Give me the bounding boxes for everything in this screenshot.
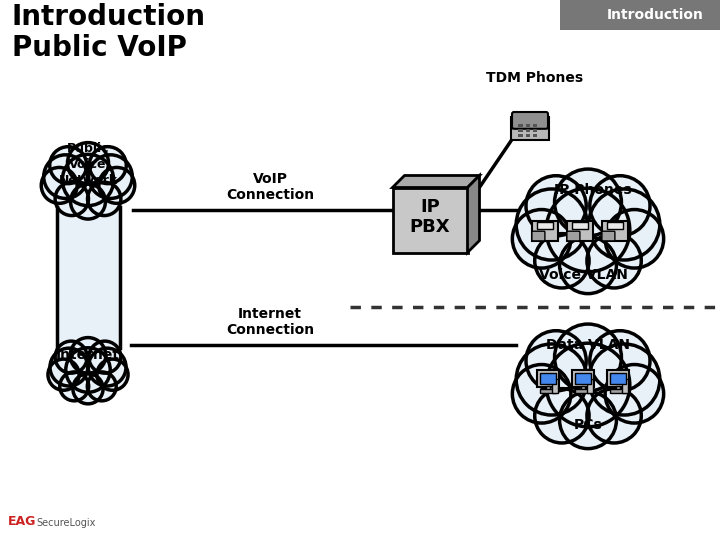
Bar — [582, 387, 585, 390]
Bar — [607, 370, 629, 387]
Circle shape — [89, 348, 126, 386]
Circle shape — [587, 389, 642, 443]
Text: Data VLAN: Data VLAN — [546, 338, 630, 352]
Circle shape — [605, 210, 664, 268]
Bar — [575, 373, 591, 384]
Circle shape — [559, 392, 616, 449]
Text: PCs: PCs — [574, 418, 603, 432]
Circle shape — [526, 330, 586, 391]
Circle shape — [68, 143, 109, 184]
Circle shape — [88, 182, 121, 215]
Bar — [392, 187, 467, 253]
Bar — [56, 202, 120, 348]
Text: TDM Phones: TDM Phones — [487, 71, 584, 85]
Text: EAG: EAG — [8, 515, 37, 528]
Text: SecureLogix: SecureLogix — [36, 518, 95, 528]
FancyBboxPatch shape — [567, 231, 580, 241]
Circle shape — [55, 341, 87, 373]
Text: Internet
Connection: Internet Connection — [226, 307, 314, 337]
Bar — [537, 222, 553, 229]
Circle shape — [559, 237, 616, 294]
Bar — [526, 129, 530, 132]
Circle shape — [516, 189, 588, 260]
Circle shape — [590, 330, 650, 391]
Text: VoIP
Connection: VoIP Connection — [226, 172, 314, 202]
Bar — [622, 380, 629, 394]
Bar — [526, 124, 530, 127]
Bar — [518, 129, 523, 132]
Polygon shape — [560, 0, 590, 30]
FancyBboxPatch shape — [532, 231, 545, 241]
Circle shape — [589, 344, 660, 415]
Circle shape — [535, 389, 589, 443]
Bar — [552, 380, 559, 394]
Bar — [546, 387, 549, 390]
Circle shape — [41, 167, 77, 204]
Circle shape — [73, 374, 103, 404]
Circle shape — [546, 188, 630, 272]
Circle shape — [587, 234, 642, 288]
Bar — [587, 380, 593, 394]
Bar — [510, 117, 549, 140]
Circle shape — [99, 167, 135, 204]
Circle shape — [554, 324, 621, 391]
Circle shape — [55, 182, 89, 215]
Text: Voice VLAN: Voice VLAN — [539, 268, 627, 282]
Polygon shape — [392, 176, 480, 187]
Bar — [607, 222, 623, 229]
Bar — [533, 124, 537, 127]
Text: Internet: Internet — [56, 348, 120, 362]
Text: Introduction
Public VoIP: Introduction Public VoIP — [12, 3, 206, 62]
Circle shape — [66, 348, 110, 392]
FancyBboxPatch shape — [512, 112, 548, 129]
Bar — [616, 387, 620, 390]
Text: IP Phones: IP Phones — [554, 183, 632, 197]
Circle shape — [97, 359, 128, 390]
Bar — [533, 129, 537, 132]
Bar — [575, 389, 591, 394]
Bar — [540, 389, 556, 394]
Circle shape — [89, 341, 121, 373]
Circle shape — [590, 176, 650, 236]
Circle shape — [605, 364, 664, 423]
Circle shape — [71, 338, 106, 373]
Text: Introduction: Introduction — [606, 8, 703, 22]
Circle shape — [50, 348, 88, 386]
Circle shape — [71, 184, 105, 219]
Text: IP
PBX: IP PBX — [410, 198, 450, 237]
Bar — [560, 0, 720, 30]
Circle shape — [89, 155, 132, 198]
Circle shape — [48, 359, 79, 390]
Bar — [610, 373, 626, 384]
Circle shape — [516, 344, 588, 415]
Circle shape — [44, 155, 87, 198]
FancyBboxPatch shape — [602, 231, 615, 241]
Circle shape — [535, 234, 589, 288]
Bar — [518, 134, 523, 137]
Bar — [533, 134, 537, 137]
Circle shape — [63, 154, 114, 206]
Bar — [572, 370, 594, 387]
Bar — [567, 221, 593, 241]
Circle shape — [526, 176, 586, 236]
Circle shape — [50, 147, 86, 184]
Bar — [602, 221, 628, 241]
Circle shape — [513, 364, 571, 423]
Bar — [518, 124, 523, 127]
Circle shape — [589, 189, 660, 260]
Circle shape — [554, 169, 621, 236]
Circle shape — [60, 372, 89, 401]
Text: Public
Voice
Network: Public Voice Network — [58, 143, 117, 187]
Bar — [532, 221, 558, 241]
Polygon shape — [467, 176, 480, 253]
Bar — [572, 222, 588, 229]
Circle shape — [513, 210, 571, 268]
Circle shape — [89, 147, 126, 184]
Bar — [526, 134, 530, 137]
Circle shape — [546, 343, 630, 427]
Circle shape — [87, 372, 116, 401]
Bar — [537, 370, 559, 387]
Bar — [610, 389, 626, 394]
Bar — [540, 373, 556, 384]
